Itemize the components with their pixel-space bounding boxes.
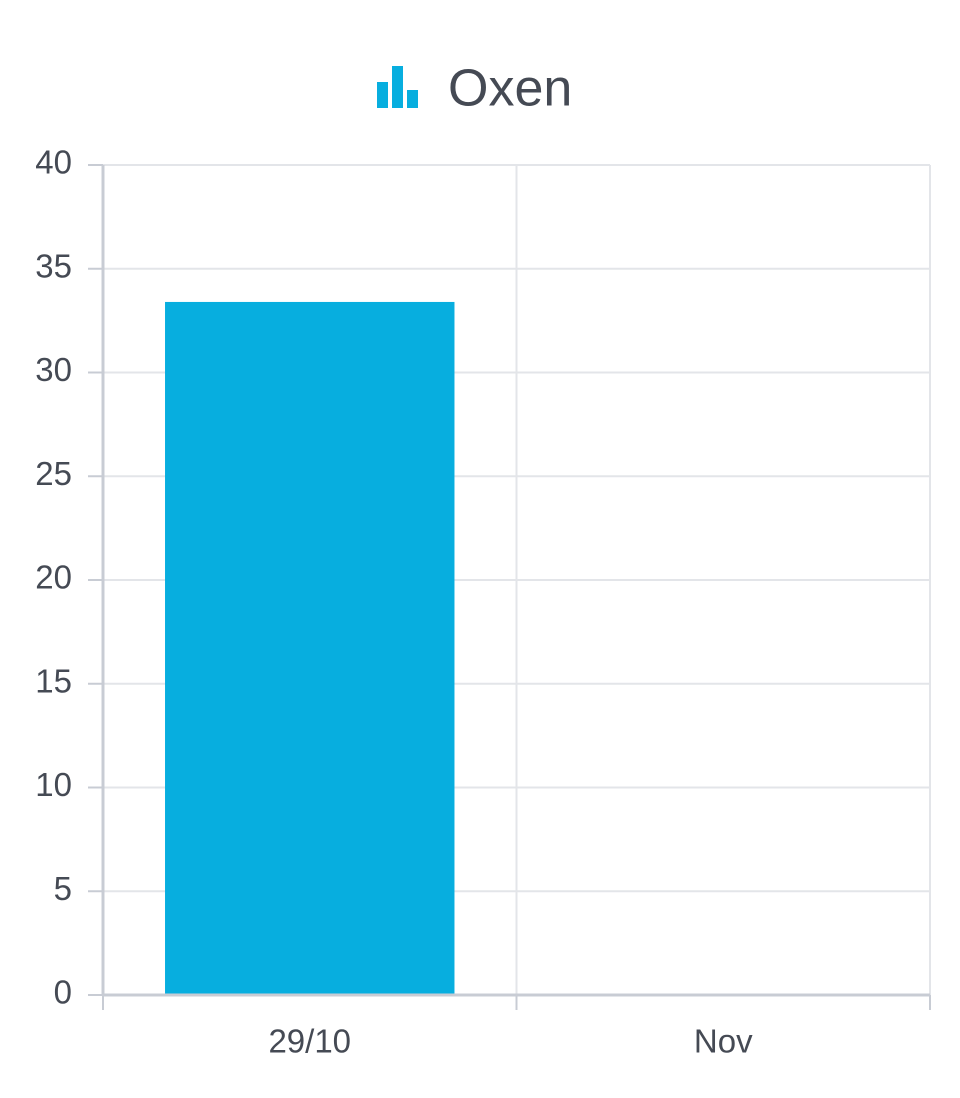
- legend-icon: [377, 82, 388, 108]
- x-tick-label: Nov: [694, 1023, 753, 1060]
- legend-label: Oxen: [448, 60, 572, 118]
- y-tick-label: 35: [35, 247, 72, 284]
- y-tick-label: 25: [35, 455, 72, 492]
- y-tick-label: 5: [54, 870, 72, 907]
- bar: [165, 301, 455, 995]
- y-tick-label: 40: [35, 144, 72, 181]
- y-tick-label: 30: [35, 351, 72, 388]
- y-tick-label: 0: [54, 974, 72, 1011]
- legend-icon: [392, 66, 403, 108]
- y-tick-label: 20: [35, 559, 72, 596]
- x-tick-label: 29/10: [268, 1023, 351, 1060]
- y-tick-label: 10: [35, 766, 72, 803]
- legend-icon: [407, 90, 418, 108]
- y-tick-label: 15: [35, 662, 72, 699]
